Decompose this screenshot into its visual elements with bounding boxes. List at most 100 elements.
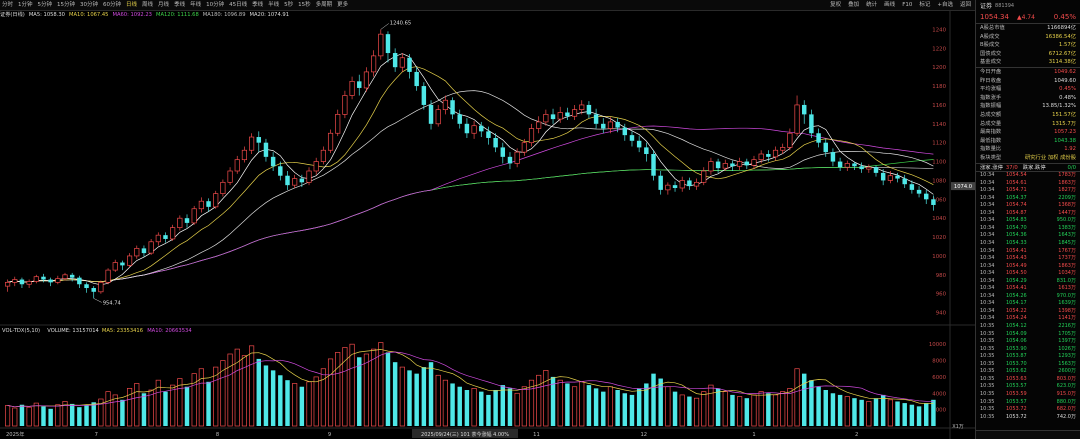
trade-time: 10:34 [980, 255, 995, 262]
stat-value: 1.57亿 [1058, 42, 1076, 49]
candle-body [751, 159, 757, 166]
ma60-line [7, 125, 934, 283]
panel-header: 证券 881394 [976, 0, 1080, 11]
timeframe-tab[interactable]: 1分钟 [18, 1, 33, 8]
volume-bar [399, 366, 405, 427]
price-tick-label: 1200 [932, 65, 946, 71]
timeframe-tab[interactable]: 30分钟 [80, 1, 99, 8]
candle-body [327, 132, 334, 151]
candle-body [816, 133, 821, 143]
volume-bar [457, 386, 462, 426]
stat-value: 13.85/1.32% [1042, 103, 1076, 110]
timeframe-tab[interactable]: 月线 [158, 1, 170, 8]
trade-price: 1054.61 [1006, 179, 1027, 186]
timeframe-tab[interactable]: 15分钟 [57, 1, 76, 8]
timeframe-tab[interactable]: 分时 [2, 1, 14, 8]
volume-bar [693, 397, 700, 427]
volume-bar [737, 396, 743, 427]
volume-bar [442, 379, 448, 427]
stat-value: 研究行业 加权 成份股 [1024, 154, 1076, 161]
candle-body [622, 127, 628, 136]
timeframe-tab[interactable]: 年线 [190, 1, 202, 8]
toolbar-button[interactable]: +自选 [937, 2, 953, 8]
timeframe-tab[interactable]: 15秒 [298, 1, 311, 8]
timeframe-tab[interactable]: 45日线 [229, 1, 248, 8]
timeframe-tab[interactable]: 多周期 [315, 1, 333, 8]
trade-volume: 682.0万 [1056, 406, 1076, 413]
trade-row: 10:34 1054.54 1783万 [976, 172, 1080, 180]
volume-bar [435, 374, 441, 427]
timeframe-tab[interactable]: 季线 [174, 1, 186, 8]
candle-body [866, 166, 872, 170]
toolbar-button[interactable]: 统计 [866, 2, 878, 8]
volume-bar [543, 370, 549, 427]
candle-body [278, 166, 283, 176]
timeframe-tab[interactable]: 周线 [142, 1, 154, 8]
trade-volume: 2209万 [1058, 194, 1076, 201]
trade-volume: 2600万 [1058, 368, 1076, 375]
toolbar-button[interactable]: 复权 [830, 2, 842, 8]
candle-body [557, 112, 563, 120]
volume-bar [730, 394, 735, 426]
trade-volume: 1827万 [1058, 187, 1076, 194]
timeframe-tab[interactable]: 5秒 [284, 1, 294, 8]
trade-price: 1054.41 [1006, 247, 1027, 254]
stat-row: A股总市值 1166894亿 [976, 24, 1080, 33]
trade-price: 1054.06 [1006, 338, 1027, 345]
volume-bar [91, 402, 96, 426]
stock-chart[interactable]: 9409609801000102010401060108011001120114… [0, 0, 975, 439]
volume-bar [866, 401, 872, 427]
volume-bar [528, 379, 535, 427]
candle-body [26, 281, 32, 285]
volume-bar [658, 378, 663, 426]
toolbar-button[interactable]: 返回 [959, 2, 971, 8]
trade-volume: 803.0万 [1056, 375, 1076, 382]
candle-body [134, 248, 140, 257]
timeframe-tab[interactable]: 季线 [252, 1, 264, 8]
trade-row: 10:35 1053.59 915.0万 [976, 391, 1080, 399]
trade-price: 1053.70 [1006, 360, 1027, 367]
volume-bar [586, 385, 592, 426]
volume-bar [622, 393, 628, 426]
candle-body [593, 114, 599, 124]
candle-body [550, 114, 556, 120]
stat-label: 平均涨幅 [980, 86, 1002, 93]
candle-body [407, 57, 412, 72]
tick-trades-list[interactable]: 10:34 1054.54 1783万 10:34 1054.61 1863万 10:34 1… [976, 172, 1080, 421]
trade-volume: 1845万 [1058, 240, 1076, 247]
candle-body [679, 180, 685, 189]
volume-bar [41, 406, 46, 426]
trade-price: 1054.49 [1006, 262, 1027, 269]
volume-tick-label: 4000 [932, 391, 946, 397]
trade-time: 10:35 [980, 383, 995, 390]
candle-body [12, 279, 18, 283]
legend-item: MA120: 1111.68 [155, 12, 199, 18]
toolbar-button[interactable]: 叠加 [848, 2, 860, 8]
timeframe-tab[interactable]: 60分钟 [103, 1, 122, 8]
timeframe-tab[interactable]: 10分钟 [206, 1, 225, 8]
price-tick-label: 1020 [932, 235, 946, 241]
candle-body [644, 147, 649, 155]
trade-time: 10:34 [980, 240, 995, 247]
timeframe-tab[interactable]: 更多 [337, 1, 349, 8]
volume-bar [909, 404, 915, 426]
timeframe-tab[interactable]: 半线 [268, 1, 280, 8]
stat-label: A股总市值 [980, 25, 1005, 31]
volume-bar [687, 396, 692, 426]
toolbar-button[interactable]: F10 [902, 2, 913, 8]
month-label: 2 [855, 432, 858, 438]
stat-value: 1.92 [1064, 146, 1076, 153]
timeframe-tab[interactable]: 5分钟 [37, 1, 53, 8]
trade-volume: 831.0万 [1056, 277, 1076, 284]
timeframe-tab[interactable]: 日线 [126, 1, 138, 8]
toolbar-button[interactable]: 标记 [919, 2, 931, 8]
toolbar-button[interactable]: 画线 [884, 2, 896, 8]
legend-item: MA60: 1092.23 [112, 12, 152, 18]
volume-legend-item: VOLUME: 13157014 [47, 328, 99, 334]
stat-row: 指数涨手 0.48% [976, 94, 1080, 103]
volume-bar [69, 403, 75, 426]
volume-bar [378, 342, 384, 427]
volume-bar [830, 393, 836, 426]
month-label: 11 [533, 432, 540, 438]
candle-body [170, 227, 176, 240]
